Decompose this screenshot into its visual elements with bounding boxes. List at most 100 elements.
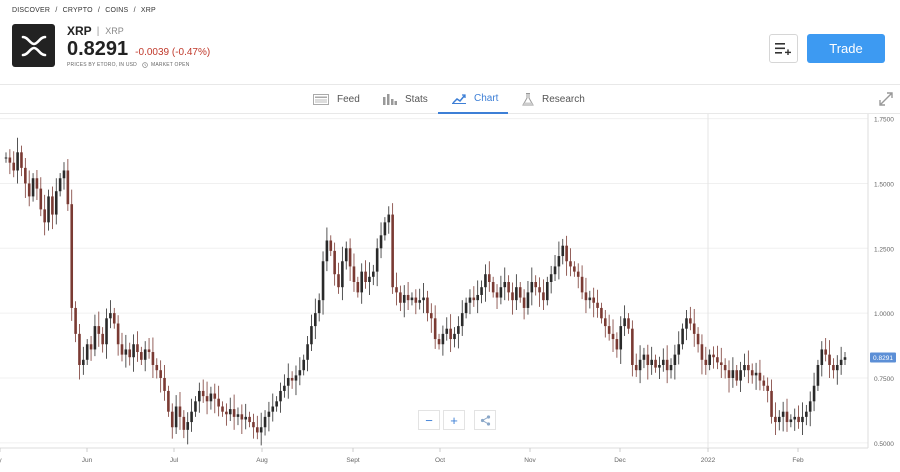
x-tick-label: 2022 [701, 457, 716, 464]
fullscreen-button[interactable] [879, 92, 893, 111]
y-tick-label: 0.5000 [874, 441, 894, 448]
candle-body [85, 344, 89, 360]
candle-body [607, 326, 611, 334]
y-tick-label: 1.2500 [874, 246, 894, 253]
candle-body [8, 157, 12, 163]
breadcrumb-coins[interactable]: COINS [105, 7, 129, 14]
candle-body [174, 406, 178, 428]
candle-body [638, 359, 642, 371]
candle-body [553, 266, 557, 275]
candle-body [406, 294, 410, 301]
candle-body [522, 297, 526, 308]
tab-stats[interactable]: Stats [383, 85, 428, 114]
candle-body [178, 406, 182, 417]
candle-body [51, 196, 54, 215]
tab-research[interactable]: Research [522, 85, 585, 114]
candle-body [155, 365, 159, 371]
candle-body [31, 178, 35, 197]
candle-body [109, 313, 112, 319]
candle-body [163, 377, 166, 391]
candle-body [317, 300, 321, 314]
candle-body [279, 390, 282, 402]
share-chart-button[interactable] [474, 410, 496, 430]
instrument-header: DISCOVER / CRYPTO / COINS / XRP XRP | XR… [0, 0, 900, 84]
candle-body [704, 359, 708, 365]
candle-body [240, 414, 244, 420]
price-source: PRICES BY ETORO, IN USD [67, 62, 137, 68]
candle-body [611, 333, 615, 340]
breadcrumb-discover[interactable]: DISCOVER [12, 7, 51, 14]
price-chart[interactable]: 1.7500 1.5000 1.2500 1.0000 0.7500 0.5000 y Jun… [0, 114, 900, 467]
candle-body [499, 287, 503, 298]
candle-body [580, 276, 584, 293]
candle-body [518, 287, 522, 298]
breadcrumb-separator: / [55, 7, 58, 14]
candle-body [770, 390, 773, 417]
candle-body [147, 349, 151, 353]
candle-body [205, 396, 209, 402]
candle-body [507, 282, 510, 293]
candle-body [654, 359, 657, 368]
tab-chart[interactable]: Chart [438, 85, 508, 114]
x-tick-label: Jun [82, 457, 93, 464]
candlestick-chart[interactable]: 1.7500 1.5000 1.2500 1.0000 0.7500 0.5000 y Jun… [0, 114, 900, 467]
candle-body [437, 339, 441, 345]
candle-body [78, 333, 81, 365]
breadcrumb-current: XRP [140, 7, 156, 14]
candle-body [275, 401, 278, 407]
candle-body [383, 222, 387, 236]
candle-body [774, 416, 777, 423]
candle-body [631, 328, 634, 365]
candle-body [665, 359, 669, 371]
candle-body [754, 372, 758, 376]
candle-body [812, 385, 816, 402]
candle-body [387, 214, 391, 223]
zoom-in-button[interactable]: + [443, 410, 465, 430]
candle-body [460, 313, 464, 327]
x-tick-label: Feb [792, 457, 804, 464]
candle-body [600, 307, 603, 319]
trade-button[interactable]: Trade [807, 34, 885, 63]
candle-body [758, 372, 762, 381]
candle-body [66, 170, 70, 205]
breadcrumb-crypto[interactable]: CRYPTO [62, 7, 93, 14]
instrument-symbol: XRP [105, 26, 124, 36]
xrp-logo-icon [21, 35, 46, 56]
candle-body [843, 357, 847, 360]
x-tick-label: y [0, 457, 2, 464]
x-tick-label: Dec [614, 457, 626, 464]
candle-body [132, 344, 135, 358]
candle-body [805, 411, 808, 417]
candle-body [449, 328, 452, 340]
candle-body [43, 209, 46, 223]
candle-body [476, 294, 479, 301]
candle-body [445, 328, 449, 334]
candle-body [766, 385, 769, 391]
instrument-name: XRP [67, 24, 92, 38]
price-change: -0.0039 (-0.47%) [135, 47, 211, 58]
x-tick-label: Sept [346, 457, 360, 464]
watchlist-button[interactable] [769, 34, 798, 63]
candle-body [39, 188, 43, 210]
y-tick-label: 0.7500 [874, 376, 894, 383]
candle-body [457, 326, 460, 334]
y-tick-label: 1.5000 [874, 181, 894, 188]
candle-body [97, 326, 101, 334]
zoom-out-button[interactable]: − [418, 410, 440, 430]
candle-body [136, 344, 139, 353]
candle-body [24, 167, 27, 184]
candle-body [58, 178, 62, 192]
add-to-watchlist-icon [775, 43, 791, 55]
candle-body [112, 313, 116, 324]
tab-feed[interactable]: Feed [313, 85, 360, 114]
candle-body [433, 318, 437, 340]
candle-body [62, 170, 66, 179]
candle-body [673, 354, 677, 365]
candle-body [828, 354, 831, 365]
candle-body [824, 349, 827, 355]
candle-body [669, 365, 673, 371]
candle-body [526, 292, 530, 308]
candle-body [797, 416, 800, 423]
candle-body [286, 377, 290, 386]
candle-body [530, 282, 534, 293]
